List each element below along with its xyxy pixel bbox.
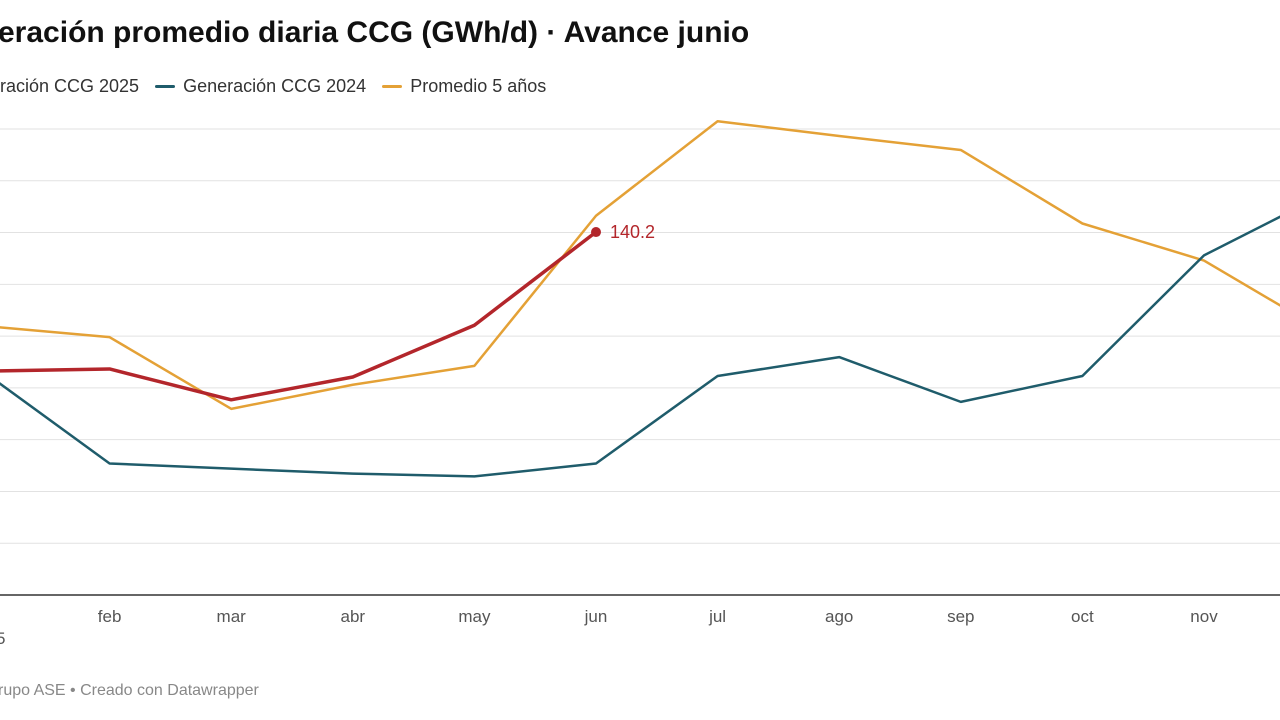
- legend-item-2024: Generación CCG 2024: [155, 76, 366, 97]
- x-tick-label: jul: [708, 607, 726, 626]
- legend-item-5yr: Promedio 5 años: [382, 76, 546, 97]
- legend-label: Promedio 5 años: [410, 76, 547, 96]
- x-tick-label: nov: [1190, 607, 1218, 626]
- series-line-5yr-average: [0, 119, 1280, 411]
- legend-label: Generación CCG 2024: [183, 76, 367, 96]
- chart-title: eración promedio diaria CCG (GWh/d) · Av…: [0, 16, 750, 49]
- data-label: 140.2: [610, 222, 655, 242]
- data-point: [591, 227, 601, 238]
- year-label: 5: [0, 629, 5, 648]
- legend-swatch: [382, 85, 403, 88]
- x-tick-label: oct: [1071, 607, 1094, 626]
- x-tick-label: abr: [341, 607, 366, 626]
- x-tick-label: mar: [217, 607, 247, 626]
- x-tick-label: ago: [825, 607, 853, 626]
- legend: ración CCG 2025 Generación CCG 2024 Prom…: [0, 76, 562, 97]
- legend-label: ración CCG 2025: [0, 76, 140, 96]
- x-tick-label: sep: [947, 607, 974, 626]
- x-tick-label: may: [458, 607, 491, 626]
- x-tick-label: jun: [584, 607, 608, 626]
- footer-credit: rupo ASE • Creado con Datawrapper: [0, 682, 259, 699]
- legend-swatch: [155, 85, 176, 88]
- series-line-2024: [0, 215, 1280, 478]
- x-tick-label: feb: [98, 607, 122, 626]
- series-line-2025: [0, 230, 598, 402]
- legend-item-2025: ración CCG 2025: [0, 76, 139, 97]
